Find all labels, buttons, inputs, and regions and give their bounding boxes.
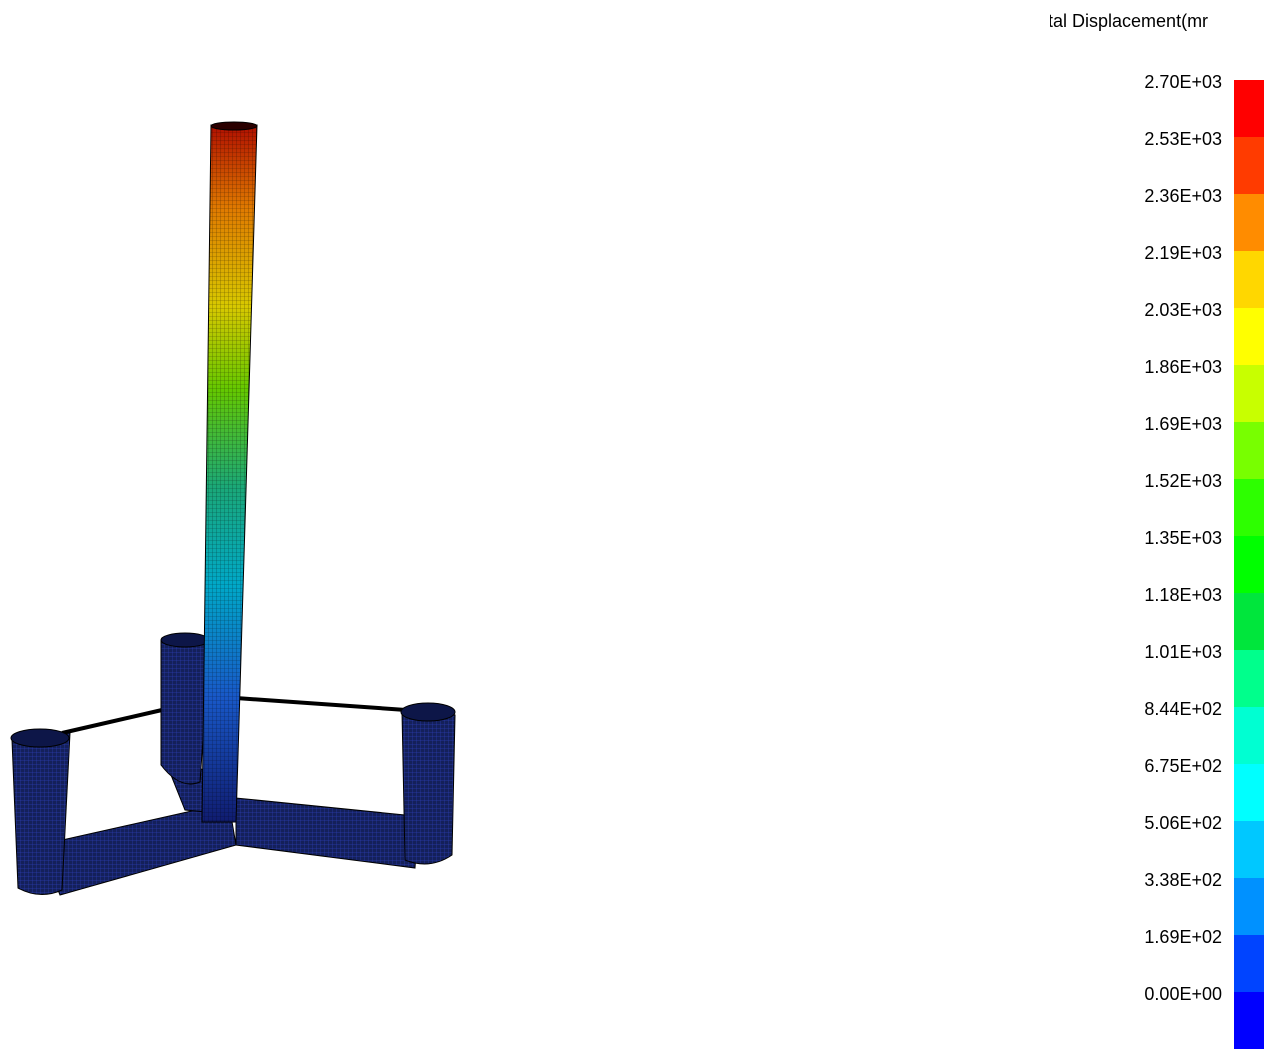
legend-tick-label: 2.53E+03 bbox=[1144, 129, 1222, 149]
legend-swatch bbox=[1234, 80, 1264, 137]
fea-viewport[interactable] bbox=[0, 0, 1270, 1007]
column-back bbox=[160, 639, 211, 785]
legend-tick-label: 2.03E+03 bbox=[1144, 300, 1222, 320]
legend-swatch bbox=[1234, 992, 1264, 1049]
platform-model[interactable] bbox=[10, 121, 456, 896]
pontoon-arm-right bbox=[235, 797, 419, 869]
legend-tick-label: 1.52E+03 bbox=[1144, 471, 1222, 491]
legend-swatch bbox=[1234, 365, 1264, 422]
legend-tick-label: 8.44E+02 bbox=[1144, 699, 1222, 719]
legend-swatch bbox=[1234, 935, 1264, 992]
legend-tick-label: 2.70E+03 bbox=[1144, 72, 1222, 92]
legend-swatch bbox=[1234, 137, 1264, 194]
legend-tick-label: 5.06E+02 bbox=[1144, 813, 1222, 833]
legend-title: otal Displacement(mr bbox=[1050, 11, 1209, 31]
legend-tick-label: 2.19E+03 bbox=[1144, 243, 1222, 263]
legend-tick-label: 2.36E+03 bbox=[1144, 186, 1222, 206]
brace-left bbox=[61, 708, 163, 735]
legend-swatch bbox=[1234, 479, 1264, 536]
legend-swatch bbox=[1234, 422, 1264, 479]
legend-swatch bbox=[1234, 707, 1264, 764]
legend-tick-label: 0.00E+00 bbox=[1144, 984, 1222, 1004]
column-right-top bbox=[400, 702, 456, 722]
legend-swatch bbox=[1234, 536, 1264, 593]
legend-tick-label: 3.38E+02 bbox=[1144, 870, 1222, 890]
tower-top bbox=[210, 121, 258, 131]
legend-tick-label: 1.69E+03 bbox=[1144, 414, 1222, 434]
legend-swatch bbox=[1234, 194, 1264, 251]
legend-swatch bbox=[1234, 821, 1264, 878]
legend-tick-label: 1.35E+03 bbox=[1144, 528, 1222, 548]
legend-tick-label: 1.69E+02 bbox=[1144, 927, 1222, 947]
legend-swatch bbox=[1234, 764, 1264, 821]
legend-swatch bbox=[1234, 308, 1264, 365]
legend-tick-label: 1.86E+03 bbox=[1144, 357, 1222, 377]
legend-swatch bbox=[1234, 251, 1264, 308]
legend-tick-label: 1.01E+03 bbox=[1144, 642, 1222, 662]
legend-swatch bbox=[1234, 593, 1264, 650]
brace-right bbox=[235, 696, 407, 712]
column-left-top bbox=[10, 728, 70, 748]
legend-swatch bbox=[1234, 650, 1264, 707]
column-back-top bbox=[160, 632, 210, 648]
tower-mesh bbox=[202, 125, 257, 822]
legend-tick-label: 6.75E+02 bbox=[1144, 756, 1222, 776]
legend-tick-label: 1.18E+03 bbox=[1144, 585, 1222, 605]
column-right bbox=[401, 711, 456, 865]
color-scale-bar bbox=[1234, 80, 1264, 1049]
legend-swatch bbox=[1234, 878, 1264, 935]
column-left bbox=[11, 732, 71, 895]
